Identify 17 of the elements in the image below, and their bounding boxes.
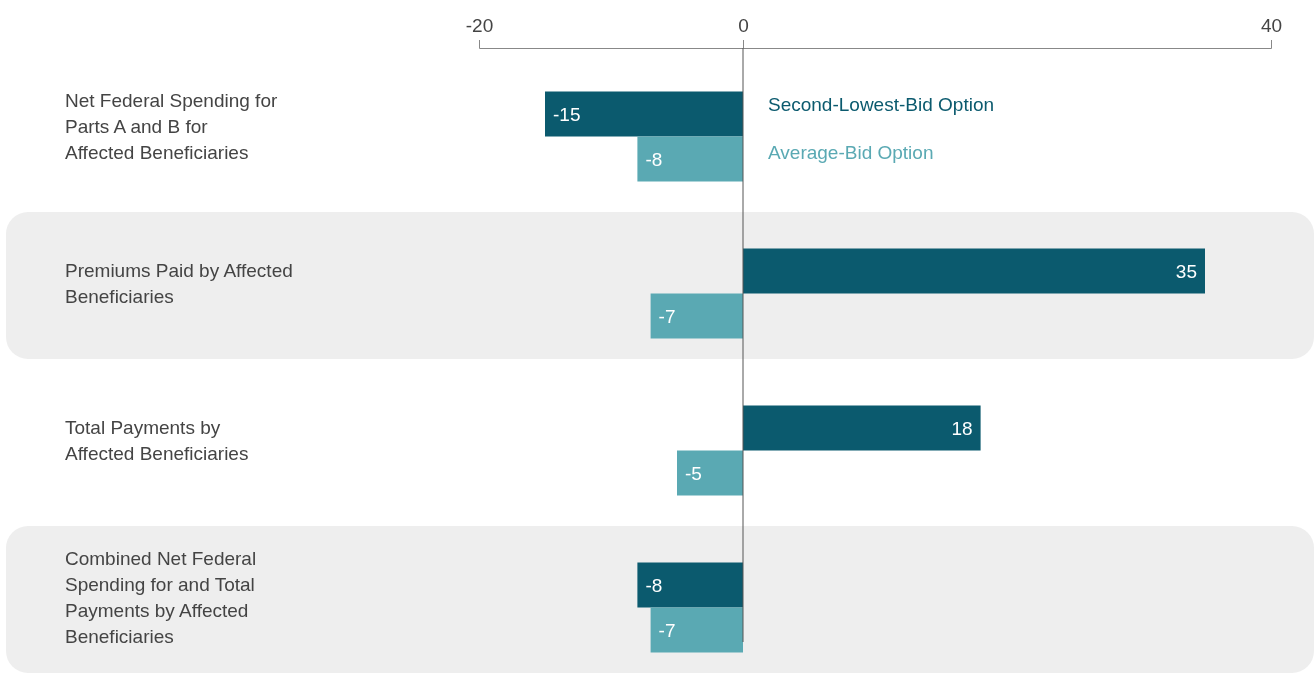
series-label: Average-Bid Option: [768, 141, 934, 163]
data-label: -7: [658, 305, 676, 327]
y-tick-label: Combined Net Federal Spending for and Total Payments by Affected Beneficiaries: [65, 548, 257, 648]
y-tick-label: Net Federal Spending for Parts A and B for Affected Beneficiaries: [65, 90, 278, 164]
data-label: -8: [645, 148, 663, 170]
data-label: -7: [658, 619, 676, 641]
y-tick-label: Premiums Paid by Affected Beneficiaries: [65, 260, 293, 308]
x2-tick-label: 0: [738, 15, 749, 36]
series-label: Second-Lowest-Bid Option: [768, 93, 995, 115]
data-label: 35: [1175, 260, 1197, 282]
y-tick-label: Total Payments by Affected Beneficiaries: [65, 417, 249, 465]
data-label: -15: [553, 103, 581, 125]
data-label: -5: [685, 462, 702, 484]
x2-tick-label: 40: [1260, 15, 1283, 36]
data-label: -8: [645, 574, 663, 596]
data-label: 18: [951, 417, 973, 439]
x2-tick-label: -20: [465, 15, 494, 36]
